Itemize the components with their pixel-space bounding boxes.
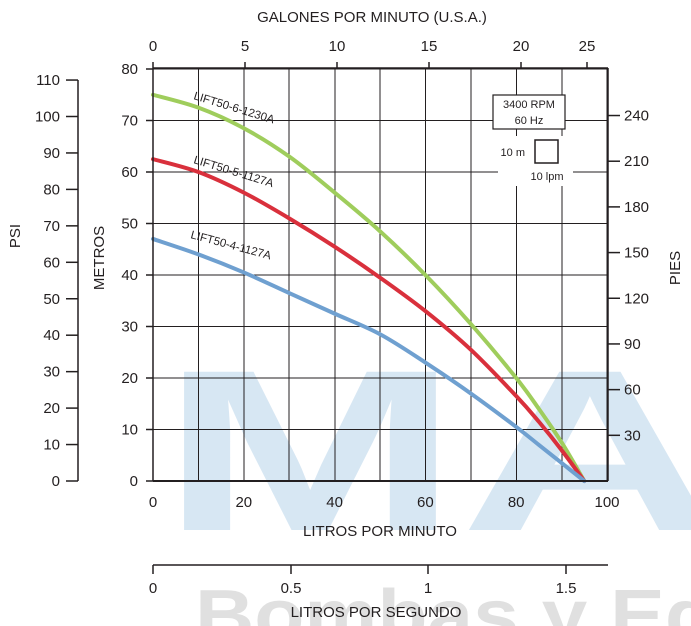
psi-tick-label: 90 xyxy=(43,145,60,162)
lps-tick-label: 0.5 xyxy=(281,580,302,597)
scale-y-label: 10 m xyxy=(501,147,525,159)
right-tick-label: 60 xyxy=(624,382,641,399)
bottom-tick-label: 60 xyxy=(417,494,434,511)
right-tick-label: 150 xyxy=(624,245,649,262)
right-tick-label: 90 xyxy=(624,336,641,353)
psi-tick-label: 10 xyxy=(43,437,60,454)
right-tick-label: 120 xyxy=(624,290,649,307)
left-tick-label: 40 xyxy=(121,267,138,284)
left-tick-label: 60 xyxy=(121,164,138,181)
right-tick-label: 240 xyxy=(624,108,649,125)
bottom-axis-title: LITROS POR MINUTO xyxy=(303,523,457,540)
psi-tick-label: 30 xyxy=(43,364,60,381)
psi-tick-label: 40 xyxy=(43,327,60,344)
top-tick-label: 5 xyxy=(241,38,249,55)
psi-tick-label: 20 xyxy=(43,400,60,417)
psi-tick-label: 110 xyxy=(36,72,60,89)
psi-tick-label: 50 xyxy=(43,291,60,308)
top-tick-label: 0 xyxy=(149,38,157,55)
psi-tick-label: 70 xyxy=(43,218,60,235)
psi-tick-label: 80 xyxy=(43,181,60,198)
legend-rpm: 3400 RPM xyxy=(503,99,555,111)
bottom-tick-label: 0 xyxy=(149,494,157,511)
top-tick-label: 20 xyxy=(513,38,530,55)
top-tick-label: 25 xyxy=(579,38,596,55)
scale-square xyxy=(534,139,559,164)
axes xyxy=(66,62,620,574)
top-axis-title: GALONES POR MINUTO (U.S.A.) xyxy=(257,9,487,26)
watermark-text: Bombas y Eq xyxy=(195,576,691,626)
top-tick-label: 15 xyxy=(421,38,438,55)
psi-axis-title: PSI xyxy=(7,224,24,248)
left-axis-title: METROS xyxy=(91,226,108,290)
left-tick-label: 80 xyxy=(121,61,138,78)
series-line-1 xyxy=(151,92,587,483)
bottom-tick-label: 40 xyxy=(326,494,343,511)
series-group xyxy=(151,92,587,483)
right-tick-label: 180 xyxy=(624,199,649,216)
legend-hz: 60 Hz xyxy=(515,115,544,127)
series-line-3 xyxy=(151,236,587,483)
psi-tick-label: 100 xyxy=(35,109,60,126)
series-line-2 xyxy=(151,157,587,483)
lps-tick-label: 1 xyxy=(424,580,432,597)
psi-tick-label: 60 xyxy=(43,254,60,271)
bottom-tick-label: 100 xyxy=(594,494,619,511)
right-axis-title: PIES xyxy=(667,251,684,285)
lps-tick-label: 0 xyxy=(149,580,157,597)
right-tick-label: 30 xyxy=(624,427,641,444)
lps-tick-label: 1.5 xyxy=(556,580,577,597)
psi-tick-label: 0 xyxy=(52,473,60,490)
legend-box xyxy=(492,94,566,130)
left-tick-label: 50 xyxy=(121,216,138,233)
scale-x-label: 10 lpm xyxy=(530,171,563,183)
left-tick-label: 0 xyxy=(130,473,138,490)
right-tick-label: 210 xyxy=(624,153,649,170)
left-tick-label: 20 xyxy=(121,370,138,387)
lps-axis-title: LITROS POR SEGUNDO xyxy=(291,604,462,621)
bottom-tick-label: 80 xyxy=(508,494,525,511)
bottom-tick-label: 20 xyxy=(235,494,252,511)
left-tick-label: 70 xyxy=(121,113,138,130)
left-tick-label: 10 xyxy=(121,422,138,439)
top-tick-label: 10 xyxy=(329,38,346,55)
left-tick-label: 30 xyxy=(121,319,138,336)
